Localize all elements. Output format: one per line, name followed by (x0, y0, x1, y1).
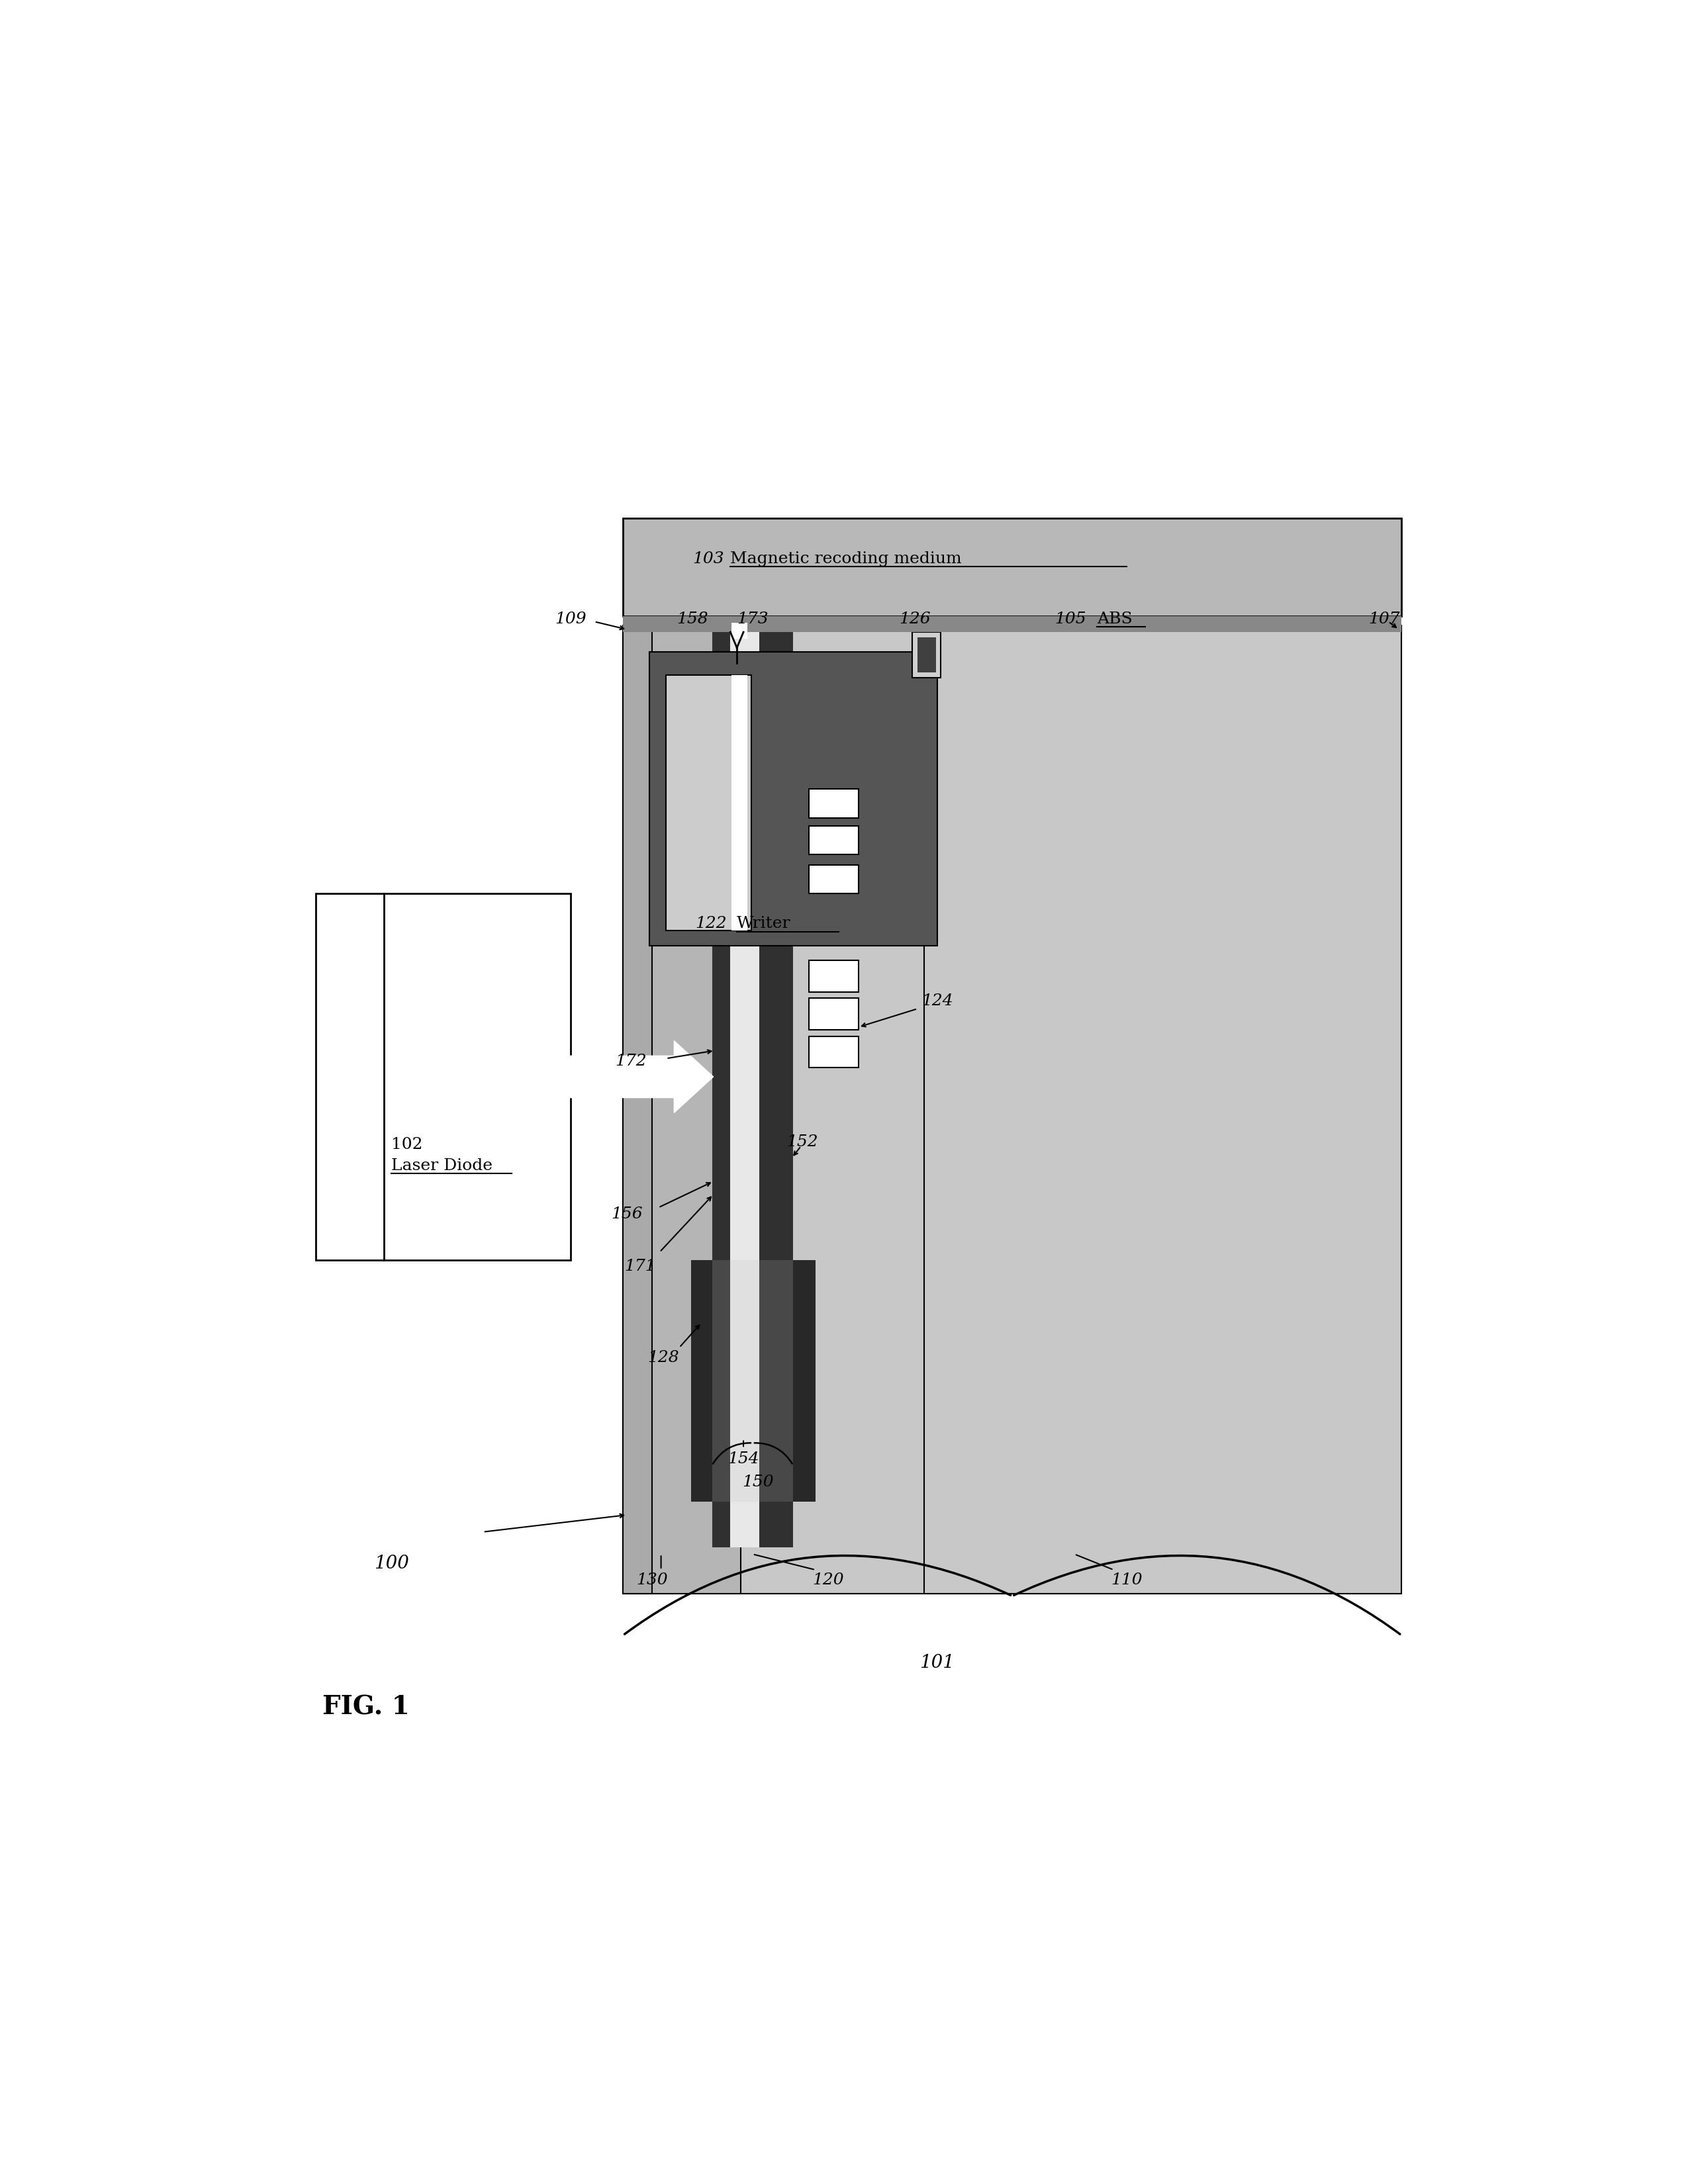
Text: 173: 173 (738, 612, 768, 627)
Text: ABS: ABS (1097, 612, 1133, 627)
Bar (731, 1260, 760, 1503)
Bar (690, 1260, 815, 1503)
Text: 171: 171 (625, 1258, 657, 1273)
Bar (731, 622, 748, 638)
Text: 124: 124 (922, 994, 954, 1009)
Text: 172: 172 (614, 1053, 647, 1068)
Bar (923, 625, 1401, 1594)
Bar (712, 625, 793, 1548)
Text: 126: 126 (900, 612, 930, 627)
Text: Writer: Writer (738, 915, 792, 930)
Text: 110: 110 (1111, 1572, 1143, 1588)
Text: 154: 154 (728, 1450, 760, 1465)
Text: 103: 103 (692, 550, 724, 566)
Bar (731, 675, 748, 930)
Bar (650, 651, 937, 946)
Bar (623, 625, 1401, 1594)
Text: 150: 150 (743, 1474, 773, 1489)
Text: 107: 107 (1369, 612, 1401, 627)
Bar (809, 788, 859, 817)
Bar (731, 625, 760, 1548)
Text: 109: 109 (555, 612, 586, 627)
FancyArrow shape (522, 1042, 714, 1112)
Text: 105: 105 (1055, 612, 1087, 627)
Bar (623, 625, 652, 1594)
Bar (623, 616, 1401, 631)
Bar (809, 826, 859, 854)
Bar (667, 675, 751, 930)
Text: 156: 156 (611, 1206, 643, 1221)
Bar (623, 518, 1401, 616)
Bar (809, 865, 859, 893)
Bar (809, 961, 859, 992)
Text: 130: 130 (636, 1572, 668, 1588)
Bar (809, 1035, 859, 1068)
Text: Magnetic recoding medium: Magnetic recoding medium (731, 550, 962, 566)
Text: 102: 102 (392, 1138, 424, 1153)
Text: 152: 152 (787, 1133, 819, 1149)
Text: 101: 101 (920, 1653, 954, 1671)
Bar (623, 625, 741, 1594)
Bar (912, 631, 940, 677)
Text: 122: 122 (695, 915, 726, 930)
Text: FIG. 1: FIG. 1 (322, 1695, 410, 1719)
Bar (918, 638, 935, 673)
Text: 120: 120 (812, 1572, 844, 1588)
Bar (809, 998, 859, 1029)
Bar (316, 893, 571, 1260)
Text: 100: 100 (375, 1555, 408, 1572)
Bar (712, 1260, 793, 1503)
Text: 128: 128 (648, 1350, 679, 1365)
Text: Laser Diode: Laser Diode (392, 1158, 493, 1173)
Text: 158: 158 (677, 612, 709, 627)
